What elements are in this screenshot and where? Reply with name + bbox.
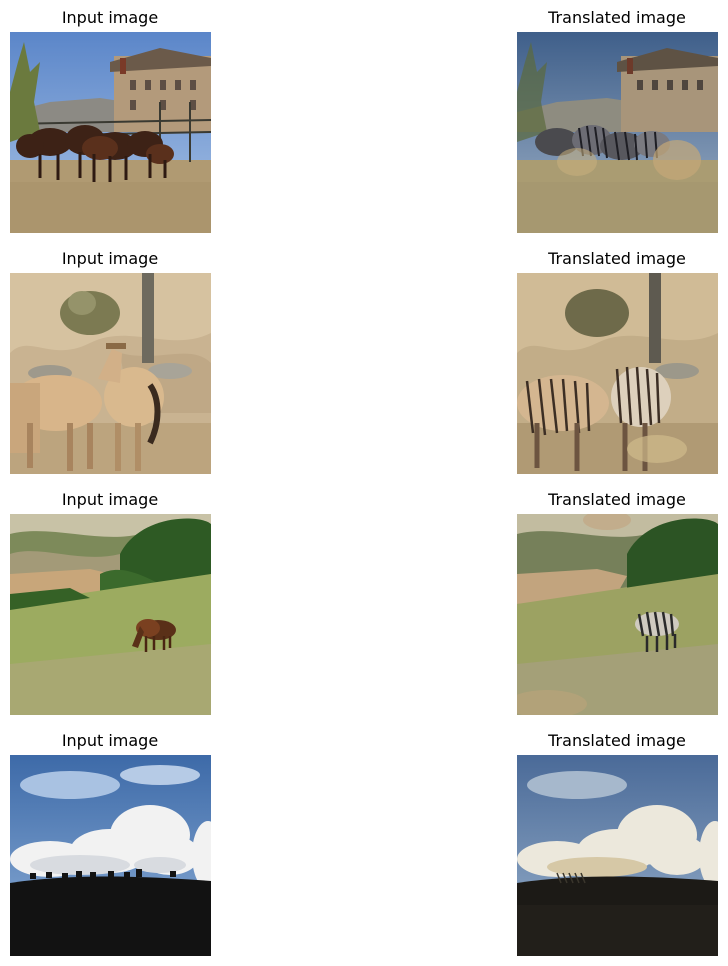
translated-image-caption-4: Translated image (548, 731, 686, 750)
translated-image-caption-3: Translated image (548, 490, 686, 509)
input-image-caption-4: Input image (61, 731, 159, 750)
input-image-3 (10, 514, 211, 715)
input-image-2 (10, 273, 211, 474)
input-image-1 (10, 32, 211, 233)
translated-image-caption-1: Translated image (548, 8, 686, 27)
translated-image-1 (517, 32, 718, 233)
translated-image-4 (517, 755, 718, 956)
input-image-4 (10, 755, 211, 956)
translated-image-3 (517, 514, 718, 715)
translated-image-2 (517, 273, 718, 474)
input-image-caption-1: Input image (61, 8, 159, 27)
input-image-caption-3: Input image (61, 490, 159, 509)
translated-image-caption-2: Translated image (548, 249, 686, 268)
input-image-caption-2: Input image (61, 249, 159, 268)
